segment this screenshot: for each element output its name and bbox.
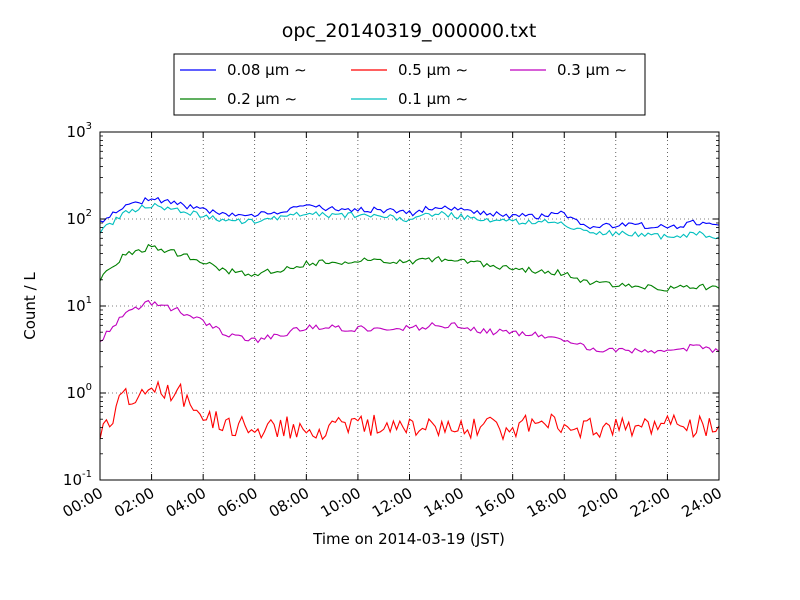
ticks: [99, 131, 720, 481]
y-tick-label: 103: [67, 121, 92, 141]
x-tick-label: 08:00: [266, 484, 312, 521]
series-line: [99, 202, 720, 241]
y-tick-labels: 10-1 100 101 102 103: [63, 121, 92, 489]
y-axis-label: Count / L: [21, 272, 39, 340]
legend: 0.08 μm ∼ 0.2 μm ∼ 0.5 μm ∼ 0.1 μm ∼ 0.3 μm …: [173, 53, 646, 116]
x-tick-label: 14:00: [421, 484, 467, 521]
chart-title: opc_20140319_000000.txt: [282, 20, 537, 42]
x-tick-label: 06:00: [214, 484, 260, 521]
series-line: [99, 299, 720, 354]
plot-area: [100, 132, 719, 480]
x-tick-label: 12:00: [369, 484, 415, 521]
series-line: [99, 243, 720, 292]
x-tick-label: 10:00: [317, 484, 363, 521]
x-tick-label: 02:00: [111, 484, 157, 521]
x-tick-label: 24:00: [679, 484, 725, 521]
series-line: [99, 380, 720, 442]
x-tick-label: 20:00: [575, 484, 621, 521]
legend-label: 0.1 μm ∼: [398, 90, 468, 108]
x-tick-label: 00:00: [60, 484, 106, 521]
x-tick-label: 22:00: [627, 484, 673, 521]
x-axis-label: Time on 2014-03-19 (JST): [312, 530, 505, 548]
legend-label: 0.5 μm ∼: [398, 61, 468, 79]
legend-box: [173, 53, 646, 116]
x-tick-label: 04:00: [163, 484, 209, 521]
y-tick-label: 100: [67, 382, 92, 402]
y-tick-label: 102: [67, 208, 92, 228]
legend-label: 0.3 μm ∼: [557, 61, 627, 79]
legend-label: 0.2 μm ∼: [227, 90, 297, 108]
x-tick-labels: 00:00 02:00 04:00 06:00 08:00 10:00 12:00 14:00…: [60, 484, 725, 521]
legend-label: 0.08 μm ∼: [227, 61, 307, 79]
x-tick-label: 18:00: [524, 484, 570, 521]
y-tick-label: 10-1: [63, 469, 92, 489]
y-tick-label: 101: [67, 295, 92, 315]
series-layer: [99, 196, 720, 442]
series-line: [99, 196, 720, 230]
x-tick-label: 16:00: [472, 484, 518, 521]
